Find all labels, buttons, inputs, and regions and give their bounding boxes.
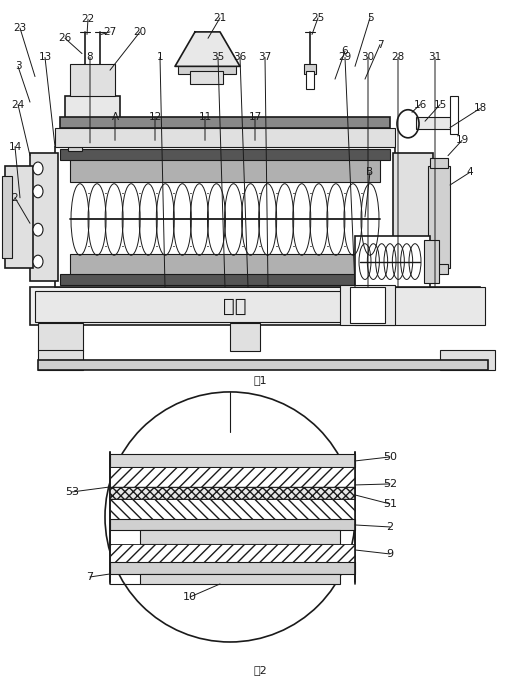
Bar [38, 350, 83, 370]
Text: 50: 50 [383, 452, 397, 462]
Bar [140, 530, 340, 544]
Bar [55, 128, 395, 147]
Bar [60, 149, 390, 160]
Circle shape [33, 223, 43, 236]
Bar [110, 454, 355, 467]
Text: 51: 51 [383, 499, 397, 509]
Bar [393, 153, 433, 281]
Text: 4: 4 [466, 167, 473, 177]
Text: 23: 23 [14, 23, 27, 33]
Text: 1: 1 [157, 53, 163, 63]
Bar [110, 499, 355, 519]
Text: 30: 30 [361, 53, 374, 63]
Text: 18: 18 [473, 104, 487, 113]
Text: 37: 37 [258, 53, 271, 63]
Bar [178, 64, 236, 74]
Bar [190, 72, 223, 84]
Text: 15: 15 [433, 100, 447, 110]
Bar [416, 117, 451, 129]
Text: 图1: 图1 [253, 375, 267, 385]
Text: 9: 9 [386, 549, 394, 559]
Bar [5, 166, 33, 268]
Polygon shape [175, 32, 240, 66]
Text: 22: 22 [81, 14, 95, 24]
Text: 31: 31 [428, 53, 441, 63]
Bar [450, 95, 458, 134]
Bar [68, 143, 82, 151]
Circle shape [33, 255, 43, 268]
Text: 2: 2 [11, 193, 18, 203]
Text: 16: 16 [413, 100, 426, 110]
Text: 53: 53 [65, 487, 79, 497]
Bar [110, 487, 355, 499]
Text: 12: 12 [148, 113, 162, 122]
Text: 20: 20 [134, 27, 147, 37]
Bar [65, 95, 120, 147]
Text: 19: 19 [456, 135, 469, 145]
Text: 28: 28 [392, 53, 405, 63]
Text: 13: 13 [38, 53, 51, 63]
Text: 图2: 图2 [253, 665, 267, 675]
Text: 26: 26 [58, 33, 72, 43]
Bar [35, 291, 475, 321]
Text: 11: 11 [198, 113, 212, 122]
Text: 7: 7 [376, 40, 383, 50]
Bar [110, 544, 355, 562]
Bar [110, 562, 355, 574]
Text: 14: 14 [8, 142, 22, 151]
Text: 36: 36 [233, 53, 246, 63]
Text: 6: 6 [342, 46, 348, 56]
Bar [38, 360, 488, 370]
Bar [424, 240, 439, 283]
Bar [2, 176, 12, 258]
Text: 水箱: 水箱 [223, 297, 247, 316]
Bar [355, 236, 430, 287]
Bar [440, 350, 495, 370]
Text: B: B [367, 167, 373, 177]
Text: A: A [111, 113, 119, 122]
Circle shape [33, 185, 43, 198]
Text: 10: 10 [183, 592, 197, 602]
Text: 3: 3 [15, 61, 21, 72]
Text: 17: 17 [249, 113, 262, 122]
Bar [430, 264, 448, 274]
Bar [340, 284, 395, 325]
Bar [230, 323, 260, 351]
Circle shape [33, 162, 43, 175]
Text: 5: 5 [367, 13, 373, 23]
Bar [428, 166, 450, 268]
Bar [306, 72, 314, 89]
Bar [70, 254, 380, 277]
Text: 2: 2 [386, 522, 394, 532]
Bar [70, 64, 115, 95]
Bar [30, 287, 480, 325]
Text: 52: 52 [383, 479, 397, 489]
Text: 25: 25 [311, 13, 324, 23]
Bar [430, 158, 448, 168]
Bar [30, 153, 58, 281]
Bar [140, 574, 340, 584]
Bar [38, 323, 83, 351]
Bar [110, 519, 355, 530]
Text: 8: 8 [87, 53, 93, 63]
Bar [110, 467, 355, 487]
Bar [55, 147, 395, 287]
Text: 27: 27 [103, 27, 116, 37]
Bar [60, 274, 390, 284]
Text: 21: 21 [213, 13, 227, 23]
Text: 24: 24 [11, 100, 24, 110]
Text: 29: 29 [339, 53, 352, 63]
Bar [70, 157, 380, 183]
Text: 35: 35 [211, 53, 225, 63]
Text: 7: 7 [86, 572, 94, 582]
Bar [355, 287, 485, 325]
Bar [350, 287, 385, 323]
Bar [60, 117, 390, 128]
Bar [304, 64, 316, 74]
